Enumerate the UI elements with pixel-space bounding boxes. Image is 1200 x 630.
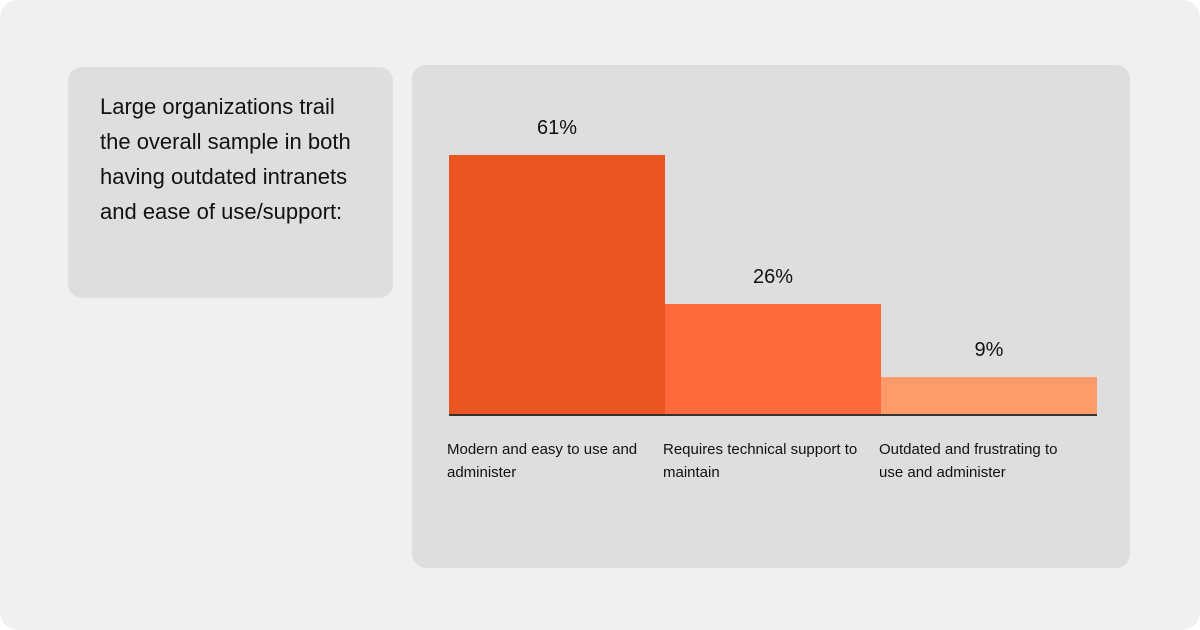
x-tick-label: Requires technical support to maintain — [663, 441, 858, 481]
caption-card: Large organizations trail the overall sa… — [68, 67, 393, 298]
bar — [665, 304, 881, 415]
value-label: 9% — [974, 338, 1004, 361]
bar — [881, 376, 1097, 415]
value-label: 26% — [752, 266, 794, 289]
baseline — [449, 414, 1097, 416]
value-label: 61% — [536, 117, 578, 139]
x-tick-label: Modern and easy to use and administer — [447, 441, 638, 481]
bar — [449, 155, 665, 415]
x-tick-label: Outdated and frustrating to use and admi… — [879, 441, 1058, 481]
chart-panel: 61% Modern and easy to use and administer… — [412, 65, 1130, 568]
caption: Large organizations trail the overall sa… — [100, 94, 351, 224]
